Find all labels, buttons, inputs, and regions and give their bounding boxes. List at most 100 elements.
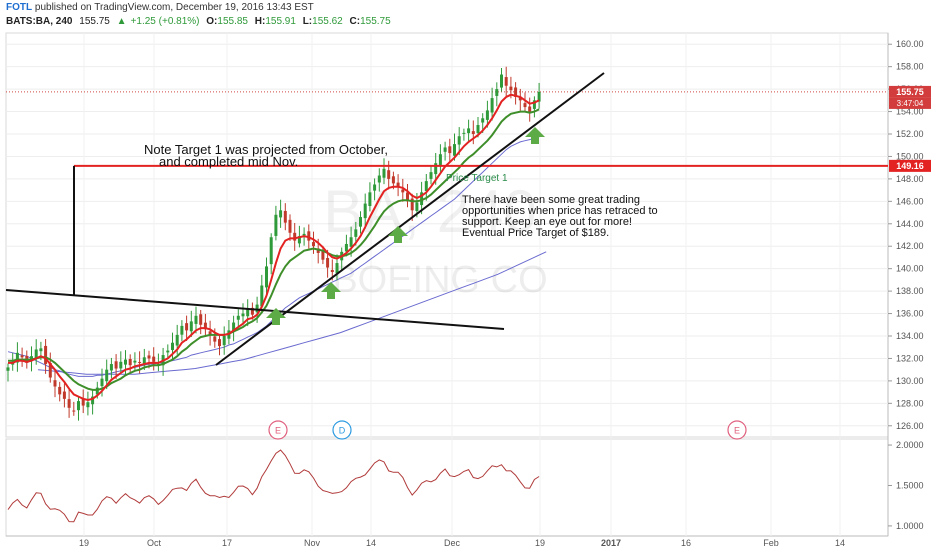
candle-body <box>434 163 438 175</box>
candle-body <box>302 233 306 236</box>
candle-body <box>166 350 170 353</box>
low-label: L: <box>302 16 313 27</box>
candle-body <box>62 391 66 399</box>
candle-body <box>307 231 311 241</box>
candle-body <box>246 309 250 317</box>
candle-body <box>236 315 240 320</box>
candle-body <box>288 219 292 233</box>
candle-body <box>462 132 466 134</box>
candle-body <box>185 323 189 331</box>
candle-body <box>410 198 414 211</box>
candle-body <box>128 358 132 366</box>
candle-body <box>152 356 156 362</box>
resistance-trendline[interactable] <box>5 289 505 330</box>
candle-body <box>265 266 268 288</box>
price-axis-labels: 126.00 128.00 130.00 132.00 134.00 136.00 138.… <box>888 39 924 431</box>
candle-body <box>359 217 362 227</box>
note-retrace-line1[interactable]: There have been some great trading <box>462 194 640 206</box>
earnings-marker <box>268 420 288 440</box>
candle-body <box>77 401 80 411</box>
candle-body <box>438 154 442 165</box>
note-target-line2[interactable]: and completed mid Nov. <box>159 154 298 169</box>
candle-body <box>391 176 395 184</box>
lower-indicator-line <box>7 449 540 523</box>
candle-body <box>232 322 236 331</box>
target-price-tag: 149.16 <box>889 159 931 172</box>
x-tick-label: 19 <box>79 538 89 548</box>
candle-body <box>58 386 62 395</box>
ema-fast-line <box>8 93 540 402</box>
y-tick-label: 142.00 <box>896 241 924 251</box>
candle-body <box>518 96 522 101</box>
price-target-label[interactable]: Price Target 1 <box>446 173 508 184</box>
x-tick-label: Nov <box>304 538 321 548</box>
candle-body <box>354 229 358 237</box>
last-price: 155.75 <box>79 16 110 27</box>
candle-body <box>250 307 254 315</box>
candle-body <box>283 210 287 223</box>
candle-body <box>523 103 527 108</box>
candle-body <box>387 170 391 179</box>
candle-body <box>147 355 151 359</box>
close-value: 155.75 <box>360 16 391 27</box>
candles <box>6 66 541 421</box>
y-tick-label: 136.00 <box>896 309 924 319</box>
candle-body <box>86 402 90 408</box>
candle-body <box>81 398 85 406</box>
y-tick-label: 144.00 <box>896 219 924 229</box>
candle-body <box>537 91 541 102</box>
x-tick-label: Dec <box>444 538 461 548</box>
open-value: 155.85 <box>217 16 248 27</box>
candle-body <box>222 336 226 346</box>
note-retrace-line3[interactable]: support. Keep an eye out for more! <box>462 216 632 228</box>
candle-body <box>241 313 245 317</box>
candle-body <box>124 359 127 365</box>
x-tick-label: 2017 <box>601 538 621 548</box>
low-value: 155.62 <box>312 16 343 27</box>
ohlc-line: BATS:BA, 240 155.75 ▲ +1.25 (+0.81%) O:15… <box>6 16 395 27</box>
candle-body <box>500 74 503 88</box>
candle-body <box>175 334 179 346</box>
candle-body <box>504 77 508 86</box>
candle-body <box>297 236 301 244</box>
candle-body <box>490 98 494 113</box>
x-tick-label: 14 <box>835 538 845 548</box>
symbol-label[interactable]: BATS:BA, 240 <box>6 16 73 27</box>
candle-body <box>344 243 348 252</box>
candle-body <box>363 203 367 219</box>
candle-body <box>100 378 104 387</box>
y-tick-label: 146.00 <box>896 196 924 206</box>
candle-body <box>105 369 109 382</box>
note-target-line1[interactable]: Note Target 1 was projected from October… <box>144 142 388 157</box>
candle-body <box>485 110 489 120</box>
candle-body <box>218 339 221 347</box>
chart-header: FOTL published on TradingView.com, Decem… <box>0 0 932 30</box>
up-triangle-icon: ▲ <box>116 16 127 27</box>
candle-body <box>528 106 532 112</box>
up-arrow-icon <box>388 226 408 243</box>
note-retrace-line4[interactable]: Eventual Price Target of $189. <box>462 227 609 239</box>
candle-body <box>443 147 447 152</box>
publish-info: published on TradingView.com, December 1… <box>34 2 314 13</box>
candle-body <box>72 410 76 412</box>
candle-body <box>429 172 433 179</box>
open-label: O: <box>206 16 218 27</box>
svg-text:3:47:04: 3:47:04 <box>897 99 924 108</box>
publisher-name[interactable]: FOTL <box>6 2 33 13</box>
price-change: +1.25 (+0.81%) <box>130 16 200 27</box>
high-label: H: <box>254 16 266 27</box>
candle-body <box>15 352 19 363</box>
x-tick-label: 14 <box>366 538 376 548</box>
candle-body <box>44 345 48 365</box>
lower-tick-label: 2.0000 <box>896 440 924 450</box>
lower-tick-label: 1.0000 <box>896 521 924 531</box>
candle-body <box>119 361 123 369</box>
lower-panel-frame <box>5 438 889 537</box>
candle-body <box>349 237 353 247</box>
ema-mid-line <box>8 108 540 391</box>
note-retrace-line2[interactable]: opportunities when price has retraced to <box>462 205 658 217</box>
candle-body <box>321 250 325 260</box>
candle-body <box>457 136 461 145</box>
